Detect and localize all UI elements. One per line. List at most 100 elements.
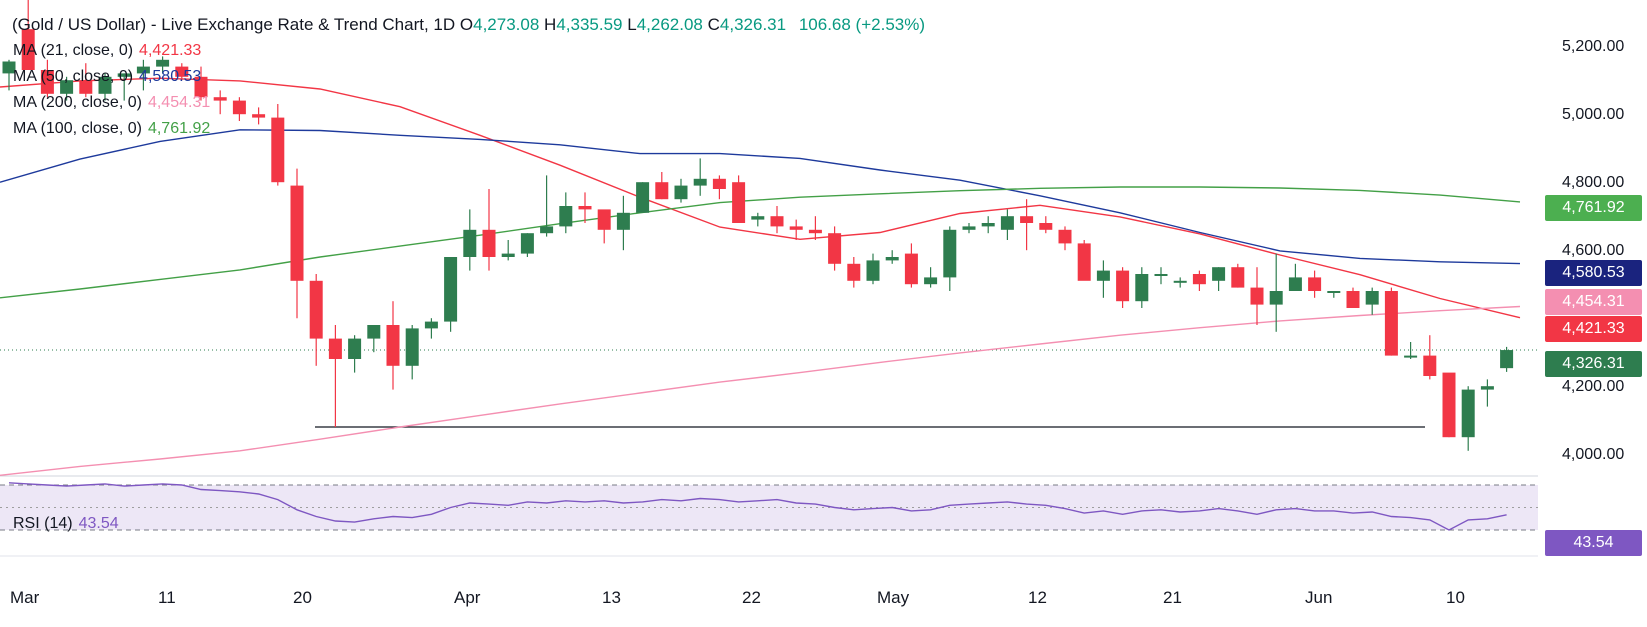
candle-body-68 (1308, 277, 1322, 291)
legend-ma100-value: 4,761.92 (147, 120, 211, 137)
legend-ma200-label: MA (200, close, 0) (13, 94, 142, 111)
candle-body-51 (981, 223, 995, 227)
candle-body-39 (751, 216, 765, 220)
close-label: C (707, 15, 720, 34)
candle-body-50 (962, 226, 976, 230)
legend-ma100[interactable]: MA (100, close, 0) 4,761.92 (13, 120, 210, 138)
candle-body-57 (1096, 270, 1110, 281)
candle-body-7 (136, 66, 150, 74)
candle-body-71 (1365, 291, 1379, 305)
candle-body-9 (175, 66, 189, 77)
candle-body-33 (636, 182, 650, 213)
candle-body-12 (232, 100, 246, 115)
candle-body-16 (309, 280, 323, 339)
rsi-legend[interactable]: RSI (14) 43.54 (13, 515, 119, 533)
price-tick-4200: 4,200.00 (1562, 378, 1625, 395)
badge-last-price: 4,326.31 (1545, 351, 1642, 377)
high-label: H (544, 15, 557, 34)
ma-line-1 (0, 129, 1521, 265)
candle-body-74 (1423, 355, 1437, 376)
candle-body-53 (1020, 216, 1034, 223)
candle-body-5 (98, 76, 112, 94)
candle-body-2 (40, 70, 54, 94)
candle-body-45 (866, 260, 880, 281)
legend-ma50-label: MA (50, close, 0) (13, 68, 134, 85)
candle-body-32 (616, 212, 630, 230)
candle-body-64 (1231, 267, 1245, 288)
candle-body-70 (1346, 291, 1360, 308)
badge-ma100: 4,761.92 (1545, 195, 1642, 221)
date-tick-jun: Jun (1305, 588, 1333, 607)
candle-body-37 (712, 178, 726, 189)
candle-body-13 (252, 114, 266, 118)
candle-body-14 (271, 117, 285, 183)
candle-body-17 (328, 338, 342, 359)
date-tick-20: 20 (293, 588, 312, 607)
ma-line-2 (0, 186, 1521, 299)
badge-rsi: 43.54 (1545, 530, 1642, 556)
candle-body-69 (1327, 291, 1341, 293)
legend-ma50[interactable]: MA (50, close, 0) 4,580.53 (13, 68, 201, 86)
candle-body-36 (693, 178, 707, 186)
open-label: O (459, 15, 474, 34)
candle-body-62 (1192, 274, 1206, 285)
candle-body-34 (655, 182, 669, 200)
candle-body-61 (1173, 280, 1187, 283)
date-tick-12: 12 (1028, 588, 1047, 607)
candle-body-19 (367, 325, 381, 339)
candle-body-18 (348, 338, 362, 359)
candle-body-31 (597, 209, 611, 230)
candle-body-58 (1116, 270, 1130, 302)
candle-body-26 (501, 253, 515, 257)
price-tick-4800: 4,800.00 (1562, 174, 1625, 191)
legend-ma200-value: 4,454.31 (147, 94, 211, 111)
legend-ma200[interactable]: MA (200, close, 0) 4,454.31 (13, 94, 210, 112)
candle-body-25 (482, 229, 496, 257)
low-value: 4,262.08 (636, 15, 703, 34)
date-tick-mar: Mar (10, 588, 40, 607)
legend-ma100-label: MA (100, close, 0) (13, 120, 142, 137)
candle-body-3 (60, 80, 74, 94)
candle-body-6 (117, 73, 131, 77)
candle-body-75 (1442, 372, 1456, 438)
candle-body-43 (828, 233, 842, 264)
candle-body-10 (194, 76, 208, 98)
ma-line-0 (0, 77, 1521, 319)
candle-body-44 (847, 263, 861, 281)
price-tick-4000: 4,000.00 (1562, 446, 1625, 463)
candle-body-21 (405, 328, 419, 366)
chart-title: (Gold / US Dollar) - Live Exchange Rate … (12, 15, 456, 34)
badge-ma50: 4,580.53 (1545, 260, 1642, 286)
candle-body-63 (1212, 267, 1226, 281)
candle-body-55 (1058, 229, 1072, 244)
date-tick-21: 21 (1163, 588, 1182, 607)
date-tick-13: 13 (602, 588, 621, 607)
legend-ma50-value: 4,580.53 (139, 68, 202, 85)
candle-body-77 (1480, 386, 1494, 390)
candle-body-38 (732, 182, 746, 223)
change-value: 106.68 (+2.53%) (798, 15, 925, 34)
candle-body-8 (156, 59, 170, 67)
badge-ma200: 4,454.31 (1545, 289, 1642, 315)
rsi-line (8, 482, 1507, 531)
candle-body-49 (943, 229, 957, 278)
date-tick-may: May (877, 588, 910, 607)
candle-body-23 (444, 257, 458, 322)
candle-body-24 (463, 229, 477, 257)
badge-ma21: 4,421.33 (1545, 316, 1642, 342)
date-tick-10: 10 (1446, 588, 1465, 607)
price-tick-5000: 5,000.00 (1562, 106, 1625, 123)
close-value: 4,326.31 (719, 15, 787, 34)
legend-ma21[interactable]: MA (21, close, 0) 4,421.33 (13, 42, 201, 60)
candle-body-42 (808, 229, 822, 234)
date-tick-apr: Apr (454, 588, 481, 607)
candle-body-52 (1000, 216, 1014, 230)
candle-body-28 (540, 226, 554, 234)
candle-body-30 (578, 206, 592, 210)
candle-body-0 (2, 61, 16, 74)
candle-body-56 (1077, 243, 1091, 281)
legend-ma21-label: MA (21, close, 0) (13, 42, 134, 59)
candle-body-20 (386, 325, 400, 366)
price-tick-5200: 5,200.00 (1562, 38, 1625, 55)
